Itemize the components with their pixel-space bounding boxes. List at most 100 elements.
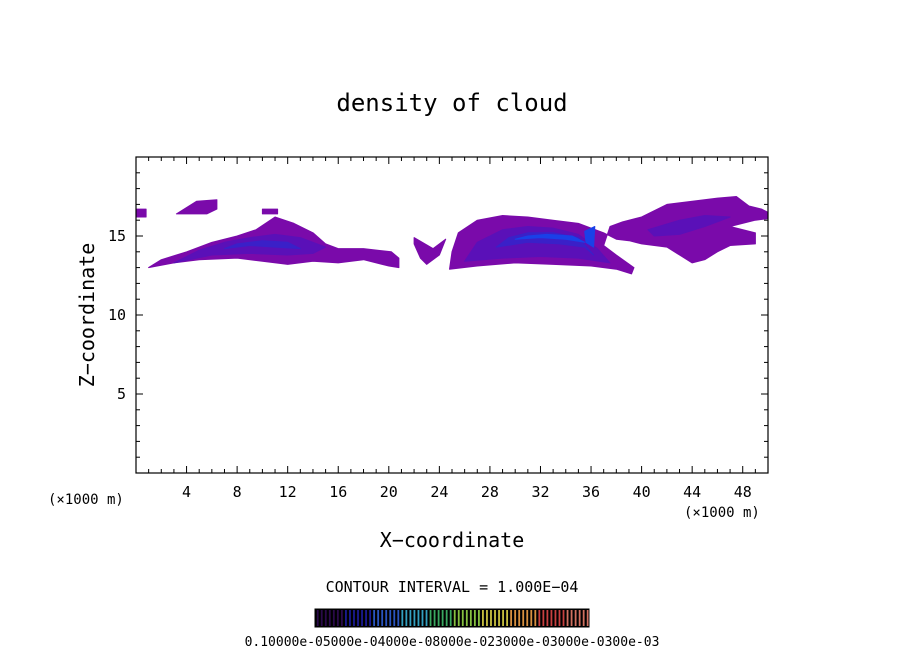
colorbar-cell xyxy=(332,610,335,626)
x-tick-label: 24 xyxy=(430,483,448,501)
colorbar-cell xyxy=(441,610,444,626)
colorbar-cell xyxy=(340,610,343,626)
colorbar-frame xyxy=(314,608,590,628)
colorbar-cell xyxy=(566,610,569,626)
colorbar-cell xyxy=(361,610,363,626)
colorbar-cell xyxy=(477,610,480,626)
chart-title: density of cloud xyxy=(336,89,567,117)
colorbar-cell xyxy=(538,610,541,626)
colorbar-cell xyxy=(570,610,573,626)
colorbar-cell xyxy=(381,610,384,626)
colorbar-cell xyxy=(413,610,416,626)
x-axis-title: X−coordinate xyxy=(380,528,525,552)
colorbar-cell xyxy=(429,610,432,626)
colorbar-cell xyxy=(409,610,412,626)
colorbar-cell xyxy=(369,610,372,626)
colorbar-cell xyxy=(506,610,509,626)
colorbar-cell xyxy=(389,610,392,626)
cloud-fill-layer xyxy=(135,196,769,275)
colorbar-cell xyxy=(486,610,488,626)
colorbar-cell xyxy=(562,610,565,626)
cloud-region-level-1 xyxy=(261,208,279,215)
colorbar-cell xyxy=(482,610,484,626)
colorbar-labels: 0.10000e-05000e-04000e-08000e-023000e-03… xyxy=(245,635,660,650)
cloud-region-level-2 xyxy=(647,215,731,237)
colorbar-cell xyxy=(534,610,537,626)
y-tick-label: 15 xyxy=(108,227,126,245)
colorbar-cell xyxy=(433,610,436,626)
colorbar-cell xyxy=(546,610,549,626)
y-tick-labels: 5 10 15 xyxy=(108,227,126,403)
colorbar-cell xyxy=(324,610,327,626)
colorbar-cell xyxy=(445,610,448,626)
colorbar-cell xyxy=(336,610,339,626)
y-tick-label: 10 xyxy=(108,306,126,324)
colorbar-cell xyxy=(502,610,504,626)
tick-marks xyxy=(136,157,768,473)
colorbar-cell xyxy=(320,610,323,626)
cloud-region-level-1 xyxy=(175,199,218,215)
cloud-region-level-1 xyxy=(135,208,147,218)
x-unit-right: (×1000 m) xyxy=(684,505,760,521)
colorbar-cell xyxy=(377,610,380,626)
colorbar-cell xyxy=(328,610,331,626)
colorbar-cell xyxy=(457,610,460,626)
colorbar-cell xyxy=(345,610,347,626)
colorbar-cell xyxy=(373,610,376,626)
colorbar-cell xyxy=(417,610,420,626)
contour-interval-label: CONTOUR INTERVAL = 1.000E−04 xyxy=(326,578,579,596)
colorbar-cell xyxy=(522,610,525,626)
colorbar-cell xyxy=(554,610,557,626)
colorbar-cell xyxy=(421,610,424,626)
colorbar-cell xyxy=(530,610,533,626)
colorbar-cell xyxy=(393,610,396,626)
colorbar-cell xyxy=(425,610,428,626)
x-tick-label: 36 xyxy=(582,483,600,501)
colorbar-cell xyxy=(449,610,452,626)
colorbar-cell xyxy=(397,610,400,626)
colorbar-cell xyxy=(542,610,545,626)
x-tick-label: 32 xyxy=(531,483,549,501)
colorbar-cell xyxy=(405,610,408,626)
colorbar-cell xyxy=(518,610,521,626)
x-tick-label: 12 xyxy=(279,483,297,501)
x-tick-labels: 4 8 12 16 20 24 28 32 36 40 44 48 xyxy=(182,483,752,501)
colorbar-cell xyxy=(437,610,440,626)
x-tick-label: 4 xyxy=(182,483,191,501)
y-tick-label: 5 xyxy=(117,385,126,403)
colorbar-cell xyxy=(465,610,468,626)
colorbar-cell xyxy=(469,610,472,626)
cloud-region-level-4 xyxy=(584,226,596,248)
colorbar-cell xyxy=(365,610,367,626)
colorbar-cell xyxy=(510,610,513,626)
x-tick-label: 40 xyxy=(633,483,651,501)
x-tick-label: 20 xyxy=(380,483,398,501)
x-tick-label: 16 xyxy=(329,483,347,501)
colorbar-cell xyxy=(494,610,496,626)
colorbar-cell xyxy=(461,610,464,626)
colorbar xyxy=(314,608,590,628)
colorbar-cell xyxy=(453,610,456,626)
colorbar-cell xyxy=(316,610,319,626)
colorbar-cell xyxy=(574,610,577,626)
x-tick-label: 8 xyxy=(233,483,242,501)
x-tick-label: 28 xyxy=(481,483,499,501)
colorbar-cell xyxy=(349,610,351,626)
colorbar-cell xyxy=(514,610,517,626)
colorbar-cell xyxy=(558,610,561,626)
x-tick-label: 44 xyxy=(683,483,701,501)
cloud-region-level-4 xyxy=(514,233,586,243)
cloud-region-level-3 xyxy=(224,240,301,250)
colorbar-cell xyxy=(578,610,581,626)
colorbar-cell xyxy=(582,610,585,626)
colorbar-background xyxy=(315,609,589,627)
colorbar-cell xyxy=(490,610,492,626)
cloud-region-level-1 xyxy=(413,237,447,265)
colorbar-cell xyxy=(526,610,529,626)
colorbar-cell xyxy=(586,610,589,626)
y-axis-title: Z−coordinate xyxy=(75,243,99,388)
x-unit-left: (×1000 m) xyxy=(48,492,124,508)
x-tick-label: 48 xyxy=(734,483,752,501)
colorbar-cell xyxy=(357,610,359,626)
colorbar-cell xyxy=(550,610,553,626)
